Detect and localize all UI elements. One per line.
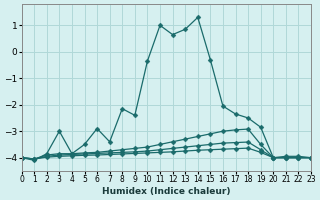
X-axis label: Humidex (Indice chaleur): Humidex (Indice chaleur) — [102, 187, 230, 196]
